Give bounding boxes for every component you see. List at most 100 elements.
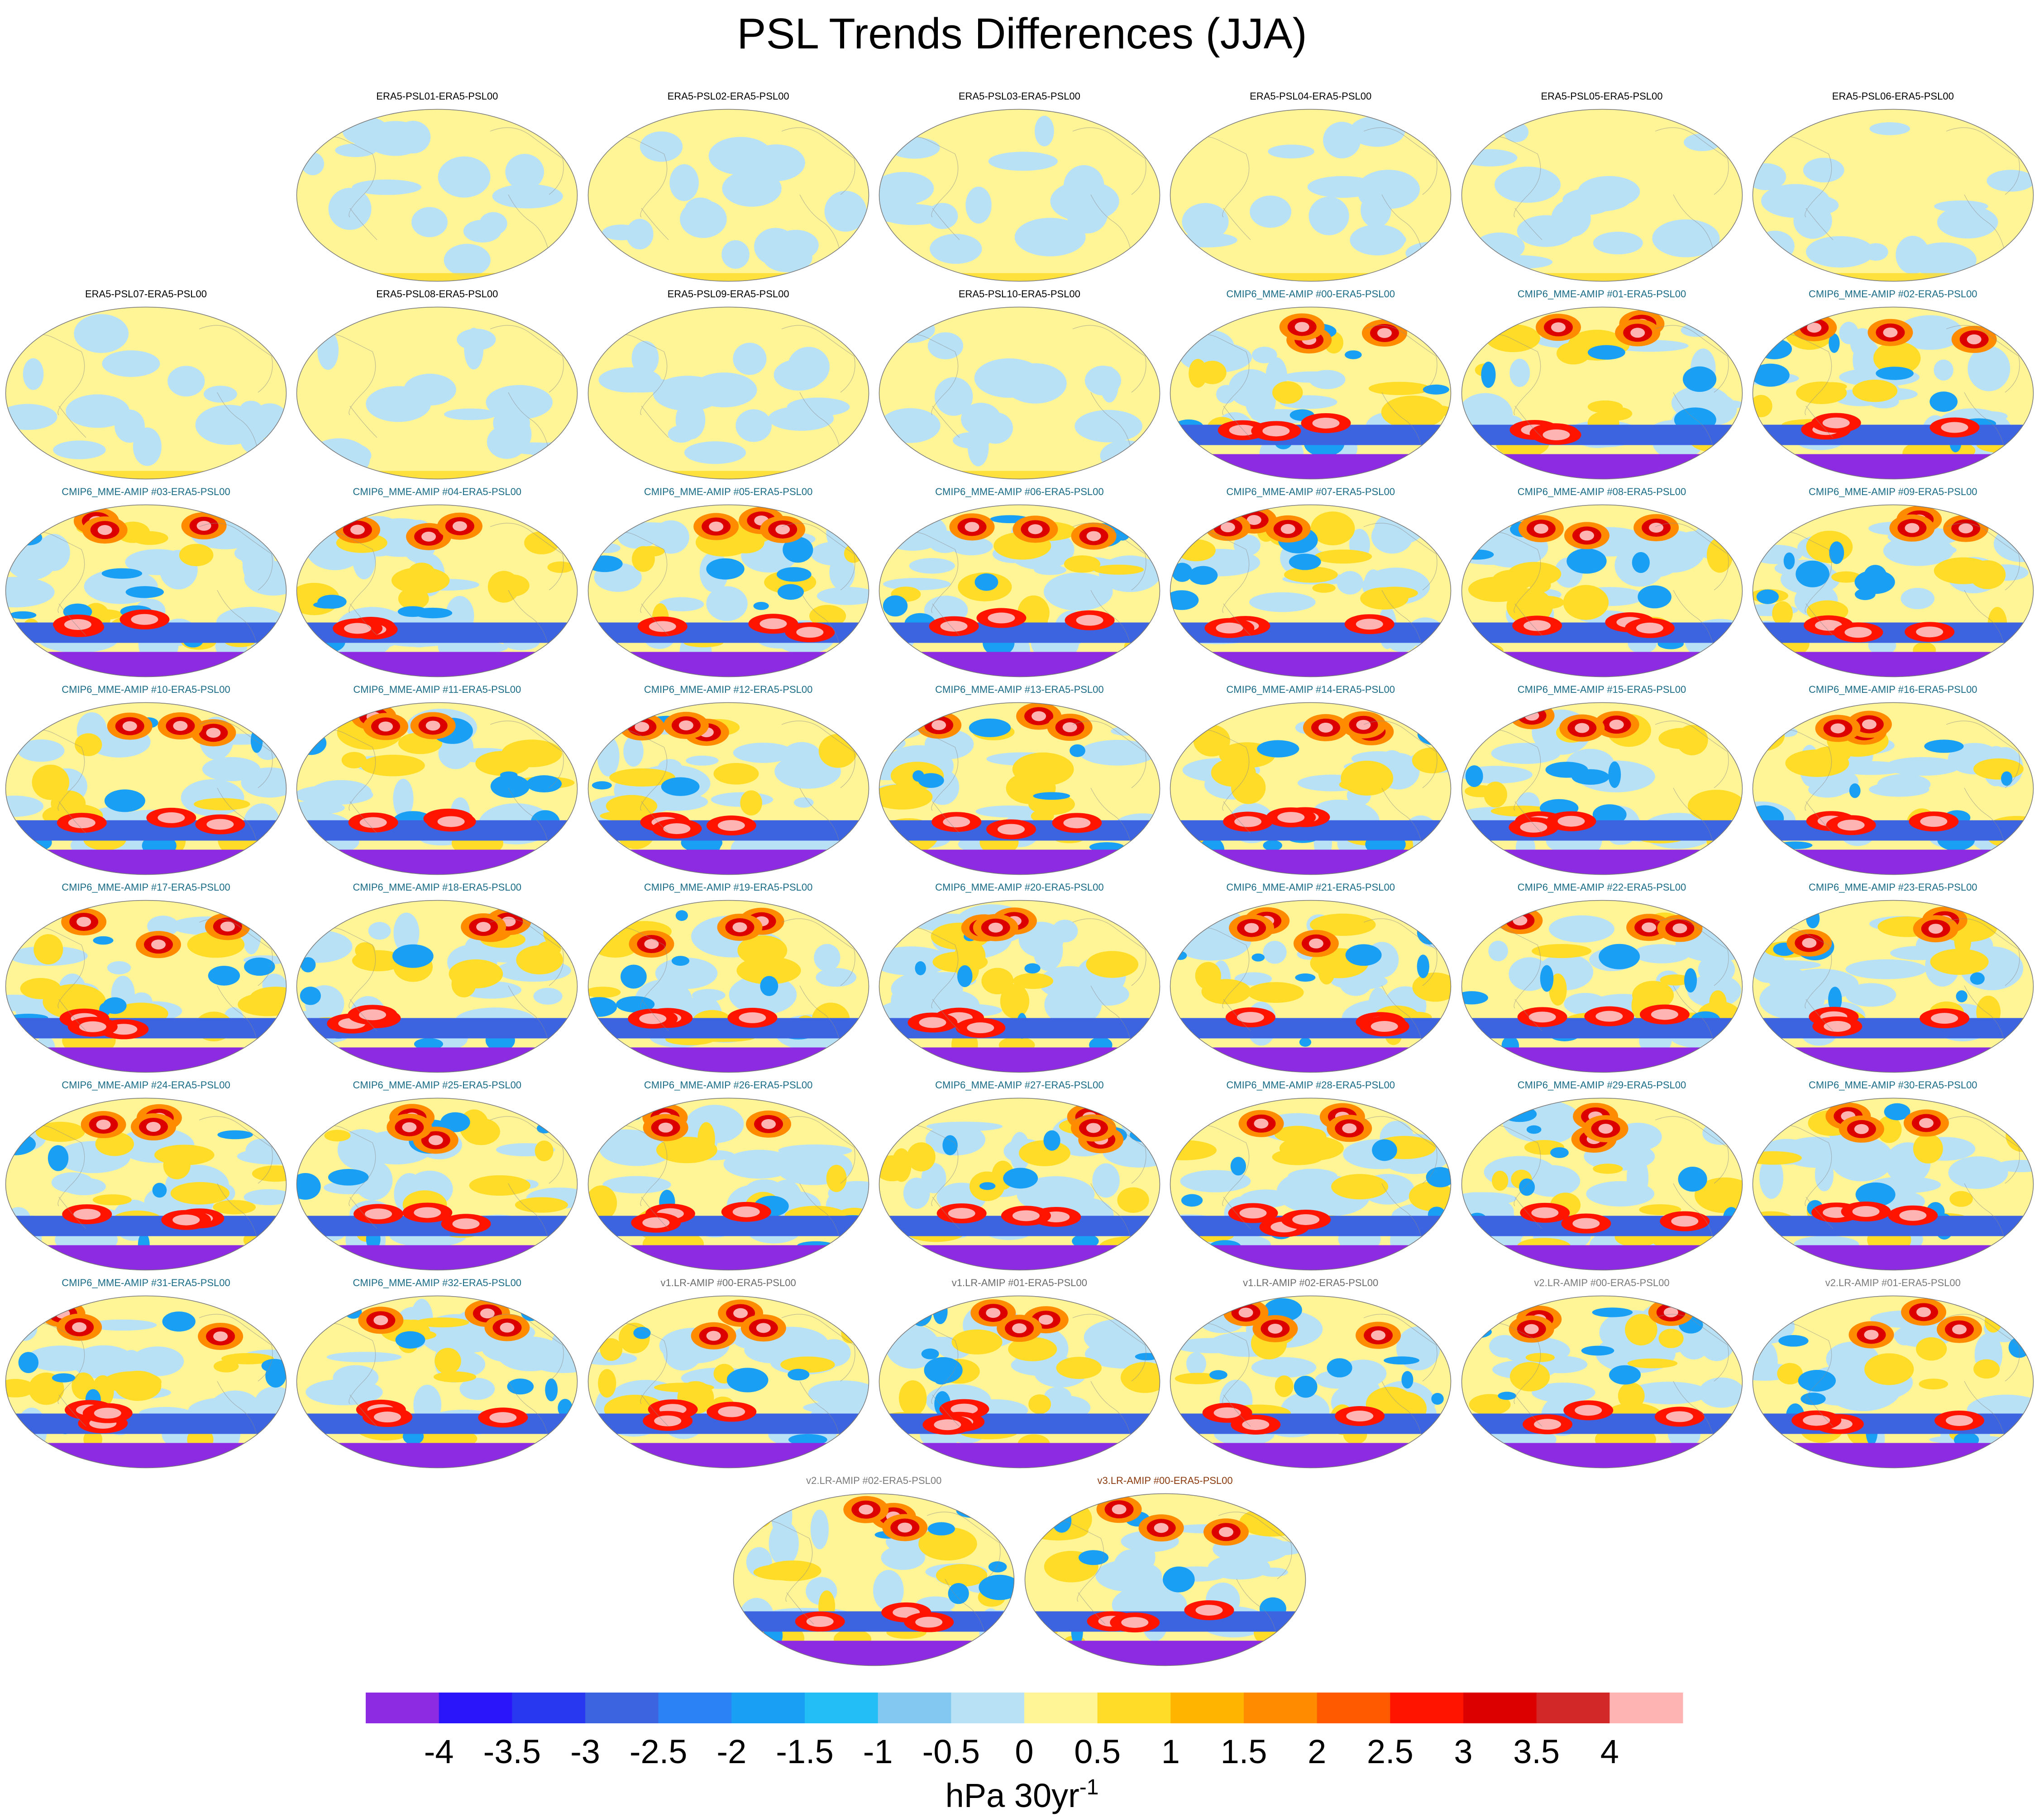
map-panel: ERA5-PSL05-ERA5-PSL00 [1461, 91, 1750, 285]
colorbar-tick-label: -1.5 [776, 1733, 834, 1770]
colorbar: -4 -3.5 -3 -2.5 -2 -1.5 -1 -0.5 0 0.5 1 1.5 2 2.5 3 3.5… [366, 1693, 1683, 1814]
map-field [5, 1097, 287, 1271]
map-field [1024, 1493, 1306, 1666]
map-panel: CMIP6_MME-AMIP #26-ERA5-PSL00 [587, 1079, 877, 1274]
map-field [1461, 504, 1743, 677]
map-field [5, 306, 287, 480]
map-field [879, 900, 1160, 1073]
colorbar-swatch [1244, 1693, 1318, 1723]
map-field [5, 900, 287, 1073]
map-panel: CMIP6_MME-AMIP #12-ERA5-PSL00 [587, 684, 877, 878]
map-field [296, 702, 578, 875]
map-panel: ERA5-PSL07-ERA5-PSL00 [5, 288, 294, 483]
map-panel: CMIP6_MME-AMIP #20-ERA5-PSL00 [878, 882, 1168, 1076]
map-field [1170, 109, 1452, 282]
map-field [587, 1097, 869, 1271]
panel-title: v1.LR-AMIP #02-ERA5-PSL00 [1243, 1277, 1379, 1288]
map-panel: CMIP6_MME-AMIP #14-ERA5-PSL00 [1169, 684, 1459, 878]
map-panel: CMIP6_MME-AMIP #00-ERA5-PSL00 [1169, 288, 1459, 483]
map-panel: CMIP6_MME-AMIP #09-ERA5-PSL00 [1752, 486, 2041, 681]
panel-title: CMIP6_MME-AMIP #32-ERA5-PSL00 [353, 1277, 522, 1288]
colorbar-tick-label: -4 [424, 1733, 454, 1770]
colorbar-swatch [1097, 1693, 1171, 1723]
map-panel: CMIP6_MME-AMIP #17-ERA5-PSL00 [5, 882, 294, 1076]
map-field [296, 1097, 578, 1271]
colorbar-swatch [731, 1693, 805, 1723]
map-field [1752, 504, 2034, 677]
map-panel: CMIP6_MME-AMIP #23-ERA5-PSL00 [1752, 882, 2041, 1076]
map-panel: CMIP6_MME-AMIP #32-ERA5-PSL00 [296, 1277, 585, 1472]
panel-title: ERA5-PSL02-ERA5-PSL00 [667, 91, 789, 102]
map-panel: CMIP6_MME-AMIP #19-ERA5-PSL00 [587, 882, 877, 1076]
panel-title: CMIP6_MME-AMIP #11-ERA5-PSL00 [353, 684, 521, 695]
map-field [1752, 109, 2034, 282]
panel-title: ERA5-PSL10-ERA5-PSL00 [958, 288, 1080, 300]
map-field [879, 702, 1160, 875]
colorbar-tick-label: 1.5 [1221, 1733, 1267, 1770]
map-panel: ERA5-PSL03-ERA5-PSL00 [878, 91, 1168, 285]
map-panel: CMIP6_MME-AMIP #31-ERA5-PSL00 [5, 1277, 294, 1472]
panel-title: CMIP6_MME-AMIP #17-ERA5-PSL00 [62, 882, 230, 893]
panel-title: ERA5-PSL05-ERA5-PSL00 [1541, 91, 1663, 102]
colorbar-swatch [1170, 1693, 1244, 1723]
map-panel: CMIP6_MME-AMIP #21-ERA5-PSL00 [1169, 882, 1459, 1076]
colorbar-tick-label: 3.5 [1513, 1733, 1560, 1770]
map-field [1752, 306, 2034, 480]
map-panels-grid: ERA5-PSL01-ERA5-PSL00 ERA5-PSL02-ERA5-PSL… [5, 91, 2041, 1666]
panel-title: v1.LR-AMIP #01-ERA5-PSL00 [951, 1277, 1087, 1288]
map-panel: CMIP6_MME-AMIP #29-ERA5-PSL00 [1461, 1079, 1750, 1274]
panel-title: CMIP6_MME-AMIP #21-ERA5-PSL00 [1226, 882, 1395, 893]
map-panel: v1.LR-AMIP #02-ERA5-PSL00 [1169, 1277, 1459, 1472]
panel-title: ERA5-PSL09-ERA5-PSL00 [667, 288, 789, 300]
map-panel: CMIP6_MME-AMIP #06-ERA5-PSL00 [878, 486, 1168, 681]
panel-title: CMIP6_MME-AMIP #12-ERA5-PSL00 [644, 684, 813, 695]
map-panel: v1.LR-AMIP #00-ERA5-PSL00 [587, 1277, 877, 1472]
panel-title: CMIP6_MME-AMIP #28-ERA5-PSL00 [1226, 1079, 1395, 1091]
colorbar-tick-label: 2.5 [1367, 1733, 1414, 1770]
panel-title: v2.LR-AMIP #00-ERA5-PSL00 [1534, 1277, 1670, 1288]
map-panel: ERA5-PSL04-ERA5-PSL00 [1169, 91, 1459, 285]
map-panel: CMIP6_MME-AMIP #18-ERA5-PSL00 [296, 882, 585, 1076]
panel-title: CMIP6_MME-AMIP #08-ERA5-PSL00 [1517, 486, 1686, 497]
panel-title: v2.LR-AMIP #01-ERA5-PSL00 [1825, 1277, 1961, 1288]
colorbar-swatch [805, 1693, 879, 1723]
map-panel: ERA5-PSL09-ERA5-PSL00 [587, 288, 877, 483]
map-field [879, 504, 1160, 677]
panel-title: ERA5-PSL08-ERA5-PSL00 [376, 288, 498, 300]
panel-title: CMIP6_MME-AMIP #00-ERA5-PSL00 [1226, 288, 1395, 300]
map-panel: CMIP6_MME-AMIP #02-ERA5-PSL00 [1752, 288, 2041, 483]
panel-title: CMIP6_MME-AMIP #30-ERA5-PSL00 [1809, 1079, 1977, 1091]
colorbar-swatch [366, 1693, 439, 1723]
panel-title: ERA5-PSL01-ERA5-PSL00 [376, 91, 498, 102]
colorbar-units: hPa 30yr-1 [946, 1775, 1099, 1814]
colorbar-tick-label: 3 [1454, 1733, 1472, 1770]
colorbar-tick-label: 0.5 [1074, 1733, 1121, 1770]
colorbar-tick-label: -0.5 [922, 1733, 980, 1770]
map-panel: ERA5-PSL06-ERA5-PSL00 [1752, 91, 2041, 285]
panel-title: CMIP6_MME-AMIP #27-ERA5-PSL00 [935, 1079, 1104, 1091]
panel-title: CMIP6_MME-AMIP #14-ERA5-PSL00 [1226, 684, 1395, 695]
colorbar-swatch [1024, 1693, 1098, 1723]
map-field [1461, 306, 1743, 480]
panel-title: CMIP6_MME-AMIP #22-ERA5-PSL00 [1517, 882, 1686, 893]
map-panel: CMIP6_MME-AMIP #10-ERA5-PSL00 [5, 684, 294, 878]
panel-title: ERA5-PSL03-ERA5-PSL00 [958, 91, 1080, 102]
panel-title: CMIP6_MME-AMIP #16-ERA5-PSL00 [1809, 684, 1977, 695]
map-panel: CMIP6_MME-AMIP #05-ERA5-PSL00 [587, 486, 877, 681]
colorbar-swatch [951, 1693, 1025, 1723]
panel-title: CMIP6_MME-AMIP #15-ERA5-PSL00 [1517, 684, 1686, 695]
map-field [1170, 702, 1452, 875]
colorbar-tick-label: 0 [1015, 1733, 1033, 1770]
map-field [1752, 900, 2034, 1073]
panel-title: CMIP6_MME-AMIP #06-ERA5-PSL00 [935, 486, 1104, 497]
map-panel: CMIP6_MME-AMIP #04-ERA5-PSL00 [296, 486, 585, 681]
map-field [296, 900, 578, 1073]
map-field [879, 1097, 1160, 1271]
colorbar-tick-label: -3 [570, 1733, 600, 1770]
panel-title: CMIP6_MME-AMIP #04-ERA5-PSL00 [353, 486, 522, 497]
colorbar-tick-label: 1 [1161, 1733, 1180, 1770]
map-field [879, 109, 1160, 282]
map-panel: CMIP6_MME-AMIP #01-ERA5-PSL00 [1461, 288, 1750, 483]
map-field [587, 900, 869, 1073]
panel-title: v3.LR-AMIP #00-ERA5-PSL00 [1097, 1475, 1233, 1486]
